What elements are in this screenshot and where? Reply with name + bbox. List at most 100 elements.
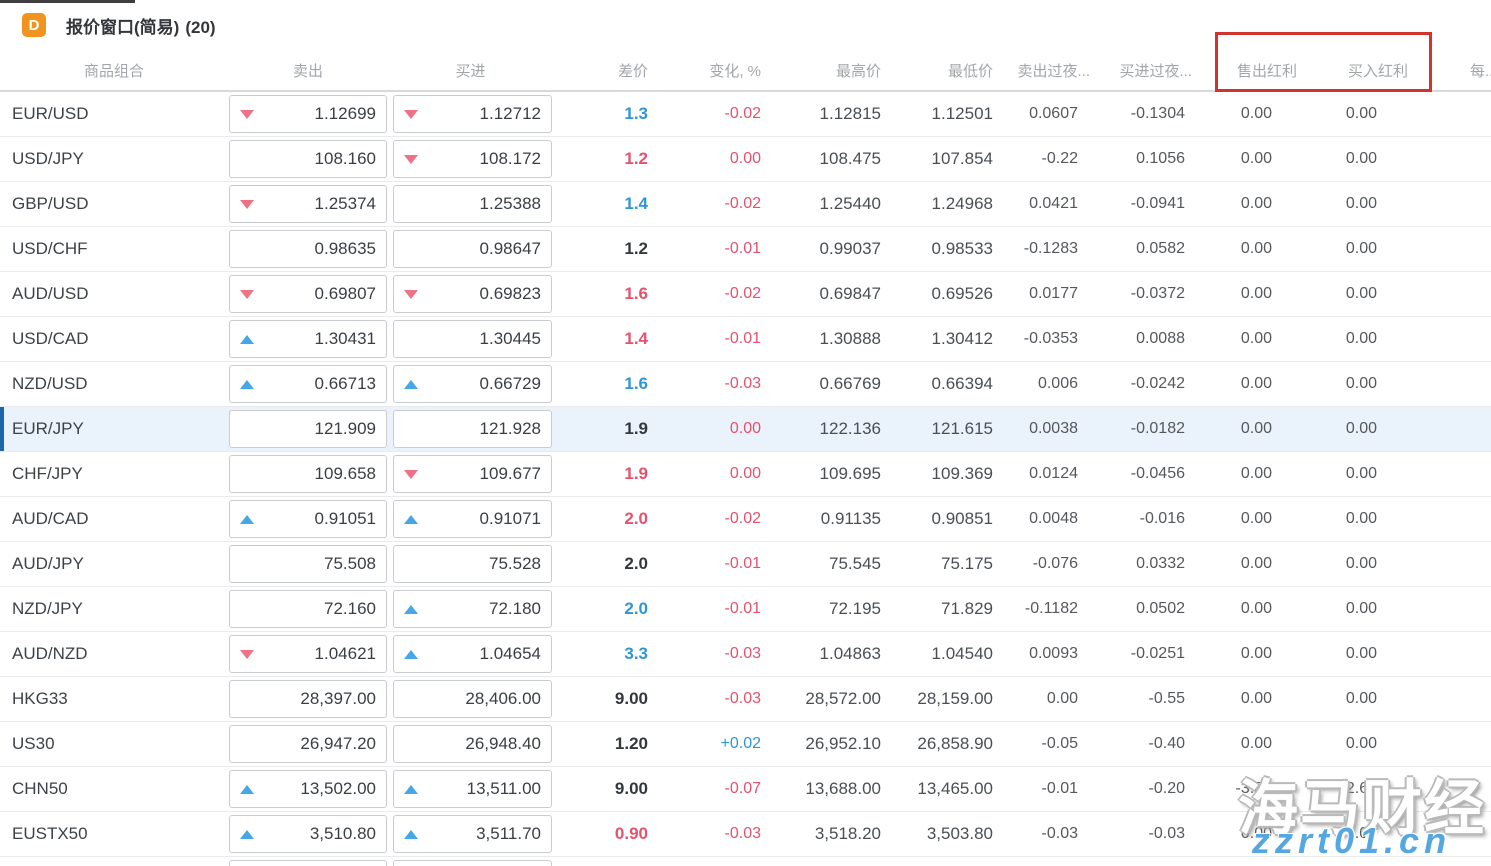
buy-price-box[interactable]: 75.528 [393, 545, 552, 583]
sell-price-box[interactable]: 108.160 [229, 140, 387, 178]
buy-price-box[interactable]: 0.98647 [393, 230, 552, 268]
buy-price-box[interactable]: 0.91071 [393, 500, 552, 538]
buy-price-box[interactable]: 1.12712 [393, 95, 552, 133]
low-value: 1.12501 [931, 104, 993, 123]
sell-price-box[interactable]: 1.12699 [229, 95, 387, 133]
sell-price: 1.25374 [314, 194, 376, 213]
sell-dividend-value: 0.00 [1240, 465, 1272, 482]
buy-price: 0.69823 [479, 284, 541, 303]
sell-price-box[interactable]: 3,510.80 [229, 815, 387, 853]
table-row-us30[interactable]: US30 26,947.20 26,948.40 1.20 +0.02 26,952.10… [0, 722, 1491, 767]
sell-price-box[interactable]: 1.25374 [229, 185, 387, 223]
column-header-buy[interactable]: 买进 [455, 62, 486, 80]
sell-price-box[interactable]: 1.30431 [229, 320, 387, 358]
column-header-sell[interactable]: 卖出 [292, 62, 323, 80]
change-value: 0.00 [729, 420, 761, 437]
column-header-symbol[interactable]: 商品组合 [83, 62, 144, 80]
low-value: 75.175 [941, 554, 993, 573]
table-row-eur-jpy[interactable]: EUR/JPY 121.909 121.928 1.9 0.00 122.136 121.6… [0, 407, 1491, 452]
column-header-buy_dividend[interactable]: 买入红利 [1347, 62, 1408, 80]
sell-dividend-value: 0.00 [1240, 825, 1272, 842]
sell-price-box[interactable]: 0.66713 [229, 365, 387, 403]
table-row-nzd-jpy[interactable]: NZD/JPY 72.160 72.180 2.0 -0.01 72.195 71.829 -… [0, 587, 1491, 632]
buy-price-box[interactable]: 26,948.40 [393, 725, 552, 763]
buy-price: 1.04654 [479, 644, 541, 663]
sell-price-box[interactable]: 28,397.00 [229, 680, 387, 718]
high-value: 1.25440 [819, 194, 881, 213]
sell-price-box[interactable]: 13,502.00 [229, 770, 387, 808]
buy-dividend-value: 0.00 [1345, 465, 1377, 482]
buy-dividend-value: 0.00 [1345, 645, 1377, 662]
column-header-spread[interactable]: 差价 [617, 62, 648, 80]
buy-swap-value: -0.0941 [1130, 195, 1185, 212]
high-value: 75.545 [829, 554, 881, 573]
buy-price-box[interactable]: 108.172 [393, 140, 552, 178]
table-row-nzd-usd[interactable]: NZD/USD 0.66713 0.66729 1.6 -0.03 0.66769 0.66… [0, 362, 1491, 407]
change-value: -0.01 [724, 555, 761, 572]
sell-price: 121.909 [314, 419, 376, 438]
column-header-per[interactable]: 每... [1470, 62, 1491, 80]
table-row-eur-usd[interactable]: EUR/USD 1.12699 1.12712 1.3 -0.02 1.12815 1.12… [0, 92, 1491, 137]
table-row-eustx50[interactable]: EUSTX50 3,510.80 3,511.70 0.90 -0.03 3,518.20… [0, 812, 1491, 857]
buy-swap-value: -0.016 [1139, 510, 1185, 527]
buy-price-box[interactable]: 72.180 [393, 590, 552, 628]
column-header-change[interactable]: 变化, % [709, 62, 761, 80]
sell-swap-value: 0.00 [1046, 690, 1078, 707]
column-header-low[interactable]: 最低价 [947, 62, 993, 80]
table-row-usd-jpy[interactable]: USD/JPY 108.160 108.172 1.2 0.00 108.475 107.8… [0, 137, 1491, 182]
buy-swap-value: 0.1056 [1136, 150, 1185, 167]
buy-price-box[interactable]: 0.69823 [393, 275, 552, 313]
table-row-chn50[interactable]: CHN50 13,502.00 13,511.00 9.00 -0.07 13,688.0… [0, 767, 1491, 812]
price-up-arrow-icon [404, 379, 418, 389]
buy-price-box[interactable]: 1.04654 [393, 635, 552, 673]
sell-price-box[interactable]: 1.04621 [229, 635, 387, 673]
table-row-chf-jpy[interactable]: CHF/JPY 109.658 109.677 1.9 0.00 109.695 109.3… [0, 452, 1491, 497]
buy-price-box[interactable]: 1.25388 [393, 185, 552, 223]
low-value: 28,159.00 [917, 689, 993, 708]
buy-price-box[interactable]: 1.30445 [393, 320, 552, 358]
table-row-aud-jpy[interactable]: AUD/JPY 75.508 75.528 2.0 -0.01 75.545 75.175 -… [0, 542, 1491, 587]
buy-price-box[interactable]: 28,406.00 [393, 680, 552, 718]
column-header-sell_swap[interactable]: 卖出过夜... [1017, 62, 1090, 80]
buy-price-box[interactable]: 0.66729 [393, 365, 552, 403]
spread-value: 1.4 [624, 194, 648, 213]
column-header-sell_dividend[interactable]: 售出红利 [1236, 62, 1297, 80]
column-header-high[interactable]: 最高价 [835, 62, 881, 80]
table-row-partial[interactable] [0, 857, 1491, 866]
sell-dividend-value: 0.00 [1240, 510, 1272, 527]
sell-swap-value: 0.0177 [1029, 285, 1078, 302]
buy-swap-value: 0.0582 [1136, 240, 1185, 257]
table-row-gbp-usd[interactable]: GBP/USD 1.25374 1.25388 1.4 -0.02 1.25440 1.24… [0, 182, 1491, 227]
buy-price-box[interactable]: 109.677 [393, 455, 552, 493]
table-row-hkg33[interactable]: HKG33 28,397.00 28,406.00 9.00 -0.03 28,572.0… [0, 677, 1491, 722]
sell-price: 0.98635 [314, 239, 376, 258]
table-row-usd-chf[interactable]: USD/CHF 0.98635 0.98647 1.2 -0.01 0.99037 0.98… [0, 227, 1491, 272]
buy-dividend-value: 0.00 [1345, 555, 1377, 572]
table-row-usd-cad[interactable]: USD/CAD 1.30431 1.30445 1.4 -0.01 1.30888 1.30… [0, 317, 1491, 362]
low-value: 71.829 [941, 599, 993, 618]
sell-price-box[interactable]: 26,947.20 [229, 725, 387, 763]
sell-price-box[interactable]: 0.69807 [229, 275, 387, 313]
buy-price: 1.25388 [479, 194, 541, 213]
column-header-buy_swap[interactable]: 买进过夜... [1119, 62, 1192, 80]
sell-price-box[interactable] [229, 860, 387, 866]
buy-price: 1.30445 [479, 329, 541, 348]
buy-price-box[interactable] [393, 860, 552, 866]
low-value: 121.615 [931, 419, 993, 438]
sell-price-box[interactable]: 109.658 [229, 455, 387, 493]
buy-price: 109.677 [479, 464, 541, 483]
sell-price-box[interactable]: 72.160 [229, 590, 387, 628]
buy-price-box[interactable]: 13,511.00 [393, 770, 552, 808]
sell-price-box[interactable]: 0.91051 [229, 500, 387, 538]
buy-price-box[interactable]: 3,511.70 [393, 815, 552, 853]
table-row-aud-nzd[interactable]: AUD/NZD 1.04621 1.04654 3.3 -0.03 1.04863 1.04… [0, 632, 1491, 677]
buy-swap-value: -0.0456 [1130, 465, 1185, 482]
buy-price-box[interactable]: 121.928 [393, 410, 552, 448]
table-row-aud-usd[interactable]: AUD/USD 0.69807 0.69823 1.6 -0.02 0.69847 0.69… [0, 272, 1491, 317]
buy-price: 0.98647 [479, 239, 541, 258]
table-header-row: 商品组合 卖出 买进 差价 变化, % 最高价 最低价 卖出过夜... 买进过夜... 售出红利 买… [0, 50, 1491, 92]
sell-price-box[interactable]: 75.508 [229, 545, 387, 583]
sell-price-box[interactable]: 0.98635 [229, 230, 387, 268]
table-row-aud-cad[interactable]: AUD/CAD 0.91051 0.91071 2.0 -0.02 0.91135 0.90… [0, 497, 1491, 542]
sell-price-box[interactable]: 121.909 [229, 410, 387, 448]
